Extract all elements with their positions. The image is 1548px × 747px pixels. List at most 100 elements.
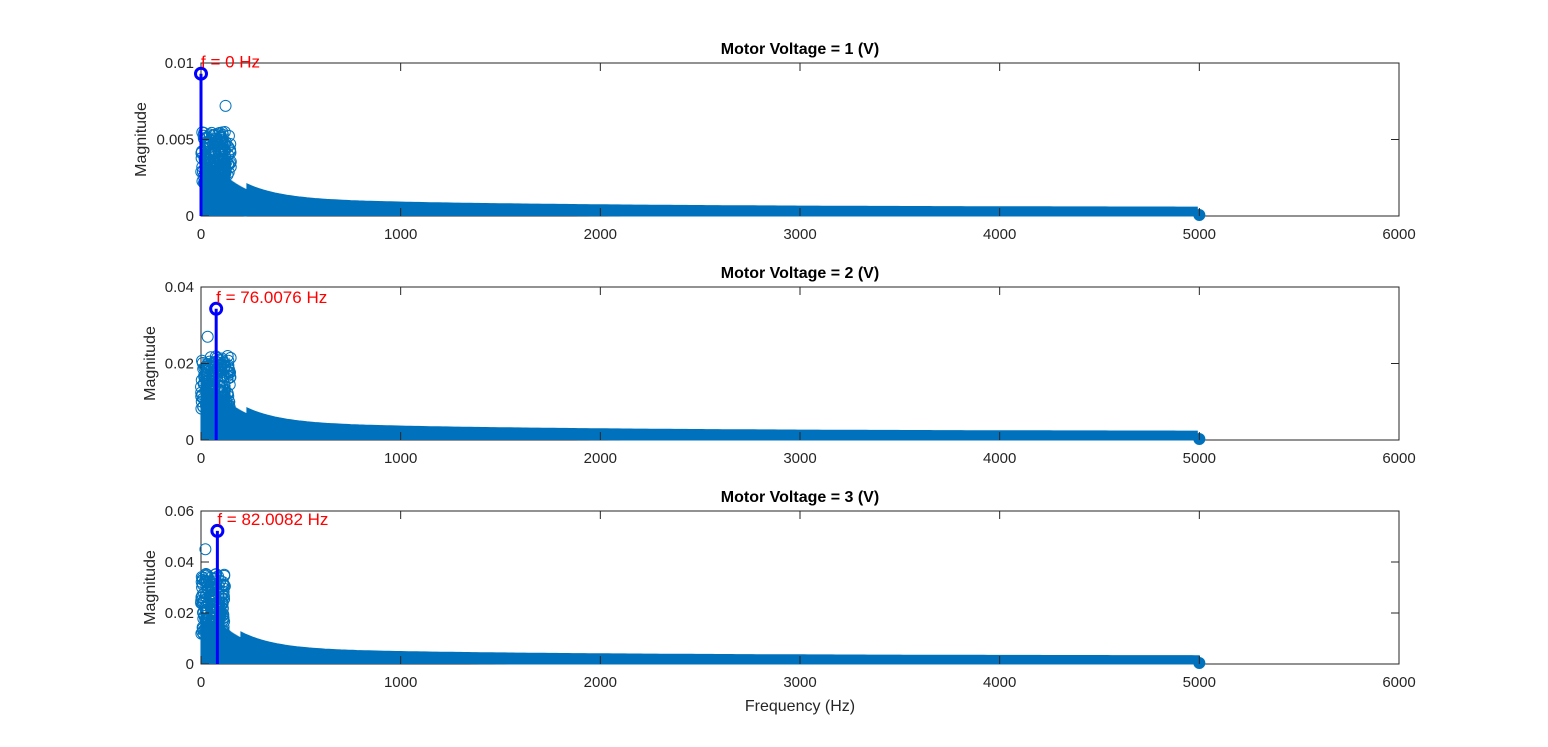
stem-marker <box>195 402 208 415</box>
x-tick-label: 5000 <box>1183 226 1216 243</box>
y-tick-label: 0 <box>186 208 194 225</box>
stem-marker <box>201 602 214 615</box>
stem-marker <box>208 572 221 585</box>
stem-marker <box>234 423 247 436</box>
x-tick-label: 0 <box>197 450 205 467</box>
subplot-2: 0 1000 2000 3000 4000 5000 6000 0 0.02 0.04 Magnit… <box>142 265 1416 467</box>
x-tick-label: 4000 <box>983 450 1016 467</box>
peak-marker <box>209 301 224 316</box>
stem-marker <box>202 627 215 640</box>
stem-marker <box>195 591 208 604</box>
x-tick-label: 0 <box>197 226 205 243</box>
stem-marker <box>199 543 212 556</box>
peak-label: f = 82.0082 Hz <box>217 510 328 529</box>
x-tick-label: 2000 <box>584 450 617 467</box>
stem-marker <box>216 135 229 148</box>
stem-markers <box>195 543 246 664</box>
stem-marker <box>198 593 211 606</box>
stem-marker <box>207 591 220 604</box>
axes-box <box>200 286 1400 441</box>
stem-marker <box>201 330 214 343</box>
y-tick-label: 0 <box>186 656 194 673</box>
y-tick-label: 0.005 <box>156 132 194 149</box>
x-tick-label: 2000 <box>584 226 617 243</box>
stem-marker <box>198 175 211 188</box>
x-tick-label: 4000 <box>983 226 1016 243</box>
x-tick-label: 6000 <box>1382 674 1415 691</box>
x-tick-label: 1000 <box>384 674 417 691</box>
x-tick-label: 3000 <box>783 674 816 691</box>
subplots: 0 1000 2000 3000 4000 5000 6000 0 0.005 0.01 Magni… <box>133 41 1416 691</box>
stem-marker <box>218 384 231 397</box>
x-tick-label: 3000 <box>783 450 816 467</box>
stem-marker <box>200 368 213 381</box>
stem-marker <box>237 202 250 215</box>
stem-marker <box>198 574 211 587</box>
stem-marker <box>232 651 245 664</box>
peak-marker <box>194 66 208 81</box>
stem-marker <box>198 126 211 139</box>
peak-label: f = 0 Hz <box>201 53 260 72</box>
y-tick-label: 0.01 <box>165 55 194 72</box>
stem-marker <box>195 374 208 387</box>
x-tick-label: 3000 <box>783 226 816 243</box>
y-axis-label: Magnitude <box>142 550 159 625</box>
y-tick-label: 0.02 <box>165 605 194 622</box>
stem-marker <box>206 171 219 184</box>
subplot-1: 0 1000 2000 3000 4000 5000 6000 0 0.005 0.01 Magni… <box>133 41 1416 243</box>
stem-marker <box>211 366 224 379</box>
stem-markers <box>195 99 252 217</box>
stem-marker <box>214 155 227 168</box>
x-tick-label: 1000 <box>384 450 417 467</box>
y-tick-label: 0 <box>186 432 194 449</box>
stem-marker <box>195 570 208 583</box>
stem-marker <box>223 395 236 408</box>
stem-marker <box>208 181 221 194</box>
stem-marker <box>229 647 242 660</box>
stem-marker <box>229 648 242 661</box>
stem-marker <box>215 176 228 189</box>
plot-title: Motor Voltage = 1 (V) <box>721 41 879 58</box>
y-tick-label: 0.06 <box>165 503 194 520</box>
y-axis-label: Magnitude <box>133 102 150 177</box>
y-tick-label: 0.04 <box>165 279 194 296</box>
stem-marker <box>229 194 242 207</box>
y-tick-label: 0.04 <box>165 554 194 571</box>
stem-marker <box>196 626 209 639</box>
x-tick-label: 1000 <box>384 226 417 243</box>
stem-marker <box>213 126 226 139</box>
axes-box <box>200 62 1400 217</box>
x-tick-label: 6000 <box>1382 226 1415 243</box>
x-tick-label: 0 <box>197 674 205 691</box>
axes-box <box>200 510 1400 665</box>
subplot-3: 0 1000 2000 3000 4000 5000 6000 0 0.02 0.04 0.06 Ma… <box>142 489 1416 691</box>
stem-marker <box>196 571 209 584</box>
x-tick-label: 6000 <box>1382 450 1415 467</box>
stem-marker <box>219 99 232 112</box>
stem-marker <box>207 588 220 601</box>
stem-marker <box>201 571 214 584</box>
stem-marker <box>212 353 225 366</box>
stem-marker <box>224 160 237 173</box>
peak-label: f = 76.0076 Hz <box>216 288 327 307</box>
x-axis-label: Frequency (Hz) <box>745 698 855 715</box>
peak-marker <box>210 523 225 538</box>
stem-marker <box>198 587 211 600</box>
y-axis-label: Magnitude <box>142 326 159 401</box>
stem-marker <box>218 138 231 151</box>
y-tick-label: 0.02 <box>165 356 194 373</box>
stem-marker <box>221 638 234 651</box>
plot-title: Motor Voltage = 2 (V) <box>721 265 879 282</box>
stem-marker <box>196 388 209 401</box>
x-tick-label: 5000 <box>1183 674 1216 691</box>
stem-marker <box>220 639 233 652</box>
x-tick-label: 5000 <box>1183 450 1216 467</box>
stem-marker <box>204 184 217 197</box>
x-tick-label: 4000 <box>983 674 1016 691</box>
stem-marker <box>195 389 208 402</box>
stem-marker <box>224 138 237 151</box>
stem-marker <box>196 356 209 369</box>
stem-marker <box>217 356 230 369</box>
stem-marker <box>195 380 208 393</box>
